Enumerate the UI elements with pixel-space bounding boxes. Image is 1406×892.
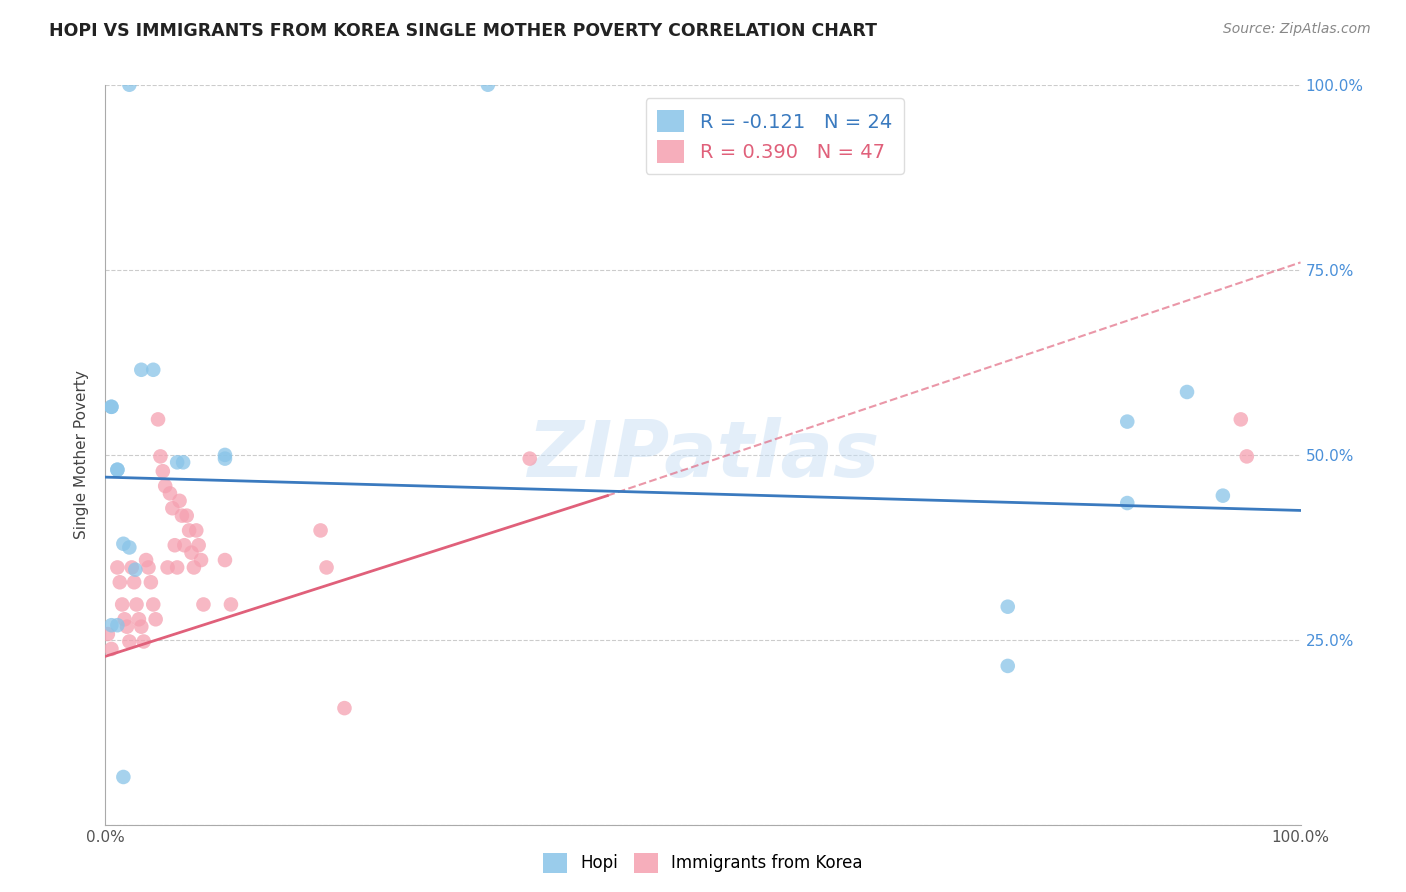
Point <box>122 575 145 590</box>
Point <box>118 78 141 92</box>
Legend: Hopi, Immigrants from Korea: Hopi, Immigrants from Korea <box>537 847 869 880</box>
Point <box>162 501 184 516</box>
Point <box>1116 415 1139 429</box>
Point <box>519 451 541 466</box>
Point <box>100 618 122 632</box>
Point <box>180 546 202 560</box>
Point <box>309 524 332 538</box>
Point <box>214 553 236 567</box>
Point <box>193 598 215 612</box>
Text: HOPI VS IMMIGRANTS FROM KOREA SINGLE MOTHER POVERTY CORRELATION CHART: HOPI VS IMMIGRANTS FROM KOREA SINGLE MOT… <box>49 22 877 40</box>
Point <box>114 612 136 626</box>
Point <box>190 553 212 567</box>
Point <box>118 634 141 648</box>
Point <box>108 575 131 590</box>
Point <box>170 508 193 523</box>
Point <box>129 363 153 377</box>
Point <box>153 479 177 493</box>
Point <box>166 560 188 574</box>
Point <box>1212 489 1234 503</box>
Point <box>183 560 205 574</box>
Point <box>139 575 162 590</box>
Point <box>107 560 129 574</box>
Point <box>997 659 1019 673</box>
Point <box>315 560 337 574</box>
Point <box>124 563 146 577</box>
Point <box>128 612 150 626</box>
Point <box>121 560 143 574</box>
Point <box>176 508 198 523</box>
Point <box>138 560 160 574</box>
Point <box>169 493 191 508</box>
Point <box>159 486 181 500</box>
Point <box>115 620 138 634</box>
Point <box>214 451 236 466</box>
Point <box>145 612 167 626</box>
Point <box>1116 496 1139 510</box>
Point <box>1229 412 1251 426</box>
Point <box>1175 384 1198 399</box>
Point <box>333 701 356 715</box>
Point <box>125 598 148 612</box>
Legend: R = -0.121   N = 24, R = 0.390   N = 47: R = -0.121 N = 24, R = 0.390 N = 47 <box>645 98 904 174</box>
Point <box>173 538 195 552</box>
Point <box>214 448 236 462</box>
Text: ZIPatlas: ZIPatlas <box>527 417 879 493</box>
Point <box>100 400 122 414</box>
Text: Source: ZipAtlas.com: Source: ZipAtlas.com <box>1223 22 1371 37</box>
Point <box>219 598 242 612</box>
Point <box>163 538 186 552</box>
Point <box>97 627 120 641</box>
Point <box>477 78 499 92</box>
Point <box>142 598 165 612</box>
Point <box>135 553 157 567</box>
Point <box>146 412 169 426</box>
Point <box>112 537 135 551</box>
Point <box>107 463 129 477</box>
Point <box>186 524 208 538</box>
Point <box>149 450 172 464</box>
Point <box>129 620 153 634</box>
Point <box>118 541 141 555</box>
Y-axis label: Single Mother Poverty: Single Mother Poverty <box>75 370 90 540</box>
Point <box>112 770 135 784</box>
Point <box>142 363 165 377</box>
Point <box>132 634 155 648</box>
Point <box>107 463 129 477</box>
Point <box>111 598 134 612</box>
Point <box>172 455 194 469</box>
Point <box>1236 450 1258 464</box>
Point <box>100 641 122 656</box>
Point <box>997 599 1019 614</box>
Point <box>187 538 209 552</box>
Point <box>156 560 179 574</box>
Point <box>177 524 201 538</box>
Point <box>100 400 122 414</box>
Point <box>107 618 129 632</box>
Point <box>166 455 188 469</box>
Point <box>152 464 174 478</box>
